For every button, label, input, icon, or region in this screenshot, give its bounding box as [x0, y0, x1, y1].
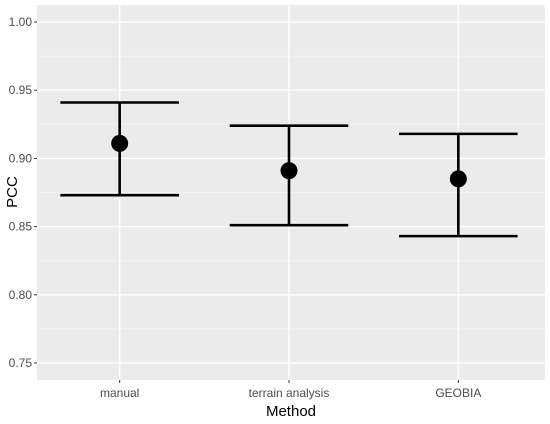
y-tick-label: 0.90	[9, 151, 33, 165]
x-axis: manual terrain analysis GEOBIA	[100, 380, 481, 400]
mean-point	[449, 170, 467, 188]
mean-point	[280, 162, 298, 180]
y-axis-title: PCC	[4, 176, 21, 208]
x-tick-label: terrain analysis	[249, 386, 330, 400]
data-marks	[60, 101, 518, 238]
errorbar-1	[60, 101, 179, 197]
y-tick-label: 0.75	[9, 356, 33, 370]
x-axis-title: Method	[266, 403, 316, 420]
x-tick-label: GEOBIA	[435, 386, 481, 400]
y-axis: 0.75 0.80 0.85 0.90 0.95 1.00	[9, 15, 37, 370]
y-tick-label: 0.85	[9, 220, 33, 234]
mean-point	[111, 134, 129, 152]
grid-minor	[37, 55, 545, 330]
errorbar-3	[399, 132, 518, 238]
y-tick-label: 0.80	[9, 288, 33, 302]
x-tick-label: manual	[100, 386, 139, 400]
y-tick-label: 1.00	[9, 15, 33, 29]
errorbar-2	[229, 124, 349, 227]
y-tick-label: 0.95	[9, 83, 33, 97]
